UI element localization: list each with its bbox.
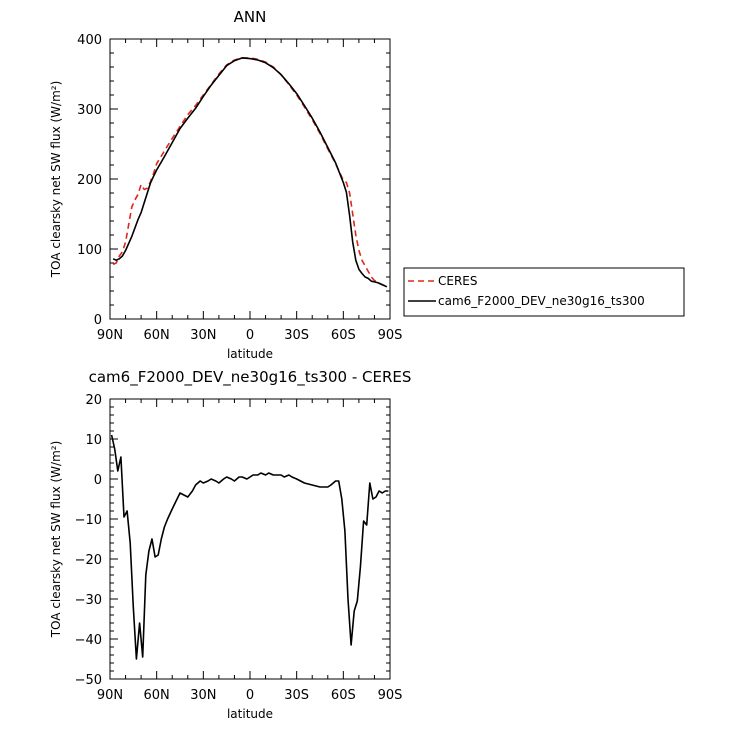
bottom-y-tick-label: −10 [75,513,102,528]
bottom-y-tick-label: −30 [75,593,102,608]
legend-box [403,267,685,317]
bottom-y-tick-label: 10 [85,433,102,448]
top-series-line-0 [112,57,388,287]
bottom-series-line-0 [110,434,389,660]
top-y-tick-label: 100 [77,243,102,258]
top-x-tick-label: 90N [97,328,123,343]
bottom-y-tick-label: −50 [75,673,102,688]
top-y-axis-label: TOA clearsky net SW flux (W/m²) [49,81,63,279]
bottom-x-tick-label: 30S [284,688,309,703]
legend-label-1: cam6_F2000_DEV_ne30g16_ts300 [438,294,645,308]
top-chart-title: ANN [234,8,267,26]
bottom-y-tick-label: −20 [75,553,102,568]
bottom-x-tick-label: 0 [246,688,254,703]
top-x-axis-label: latitude [227,347,273,361]
bottom-x-tick-label: 90S [378,688,403,703]
bottom-x-tick-label: 90N [97,688,123,703]
top-x-tick-label: 60S [331,328,356,343]
top-y-tick-label: 0 [94,313,102,328]
bottom-x-tick-label: 30N [190,688,216,703]
bottom-y-tick-label: 20 [85,393,102,408]
top-x-tick-label: 30S [284,328,309,343]
top-y-tick-label: 300 [77,103,102,118]
top-y-tick-label: 200 [77,173,102,188]
bottom-x-tick-label: 60N [144,688,170,703]
legend-label-0: CERES [438,274,478,288]
bottom-y-axis-label: TOA clearsky net SW flux (W/m²) [49,441,63,639]
bottom-x-tick-label: 60S [331,688,356,703]
top-x-tick-label: 90S [378,328,403,343]
bottom-chart-title: cam6_F2000_DEV_ne30g16_ts300 - CERES [89,368,412,387]
top-x-tick-label: 0 [246,328,254,343]
top-x-tick-label: 60N [144,328,170,343]
bottom-y-tick-label: 0 [94,473,102,488]
bottom-x-axis-label: latitude [227,707,273,721]
bottom-y-tick-label: −40 [75,633,102,648]
top-y-tick-label: 400 [77,33,102,48]
top-x-tick-label: 30N [190,328,216,343]
top-series-line-1 [112,57,388,288]
